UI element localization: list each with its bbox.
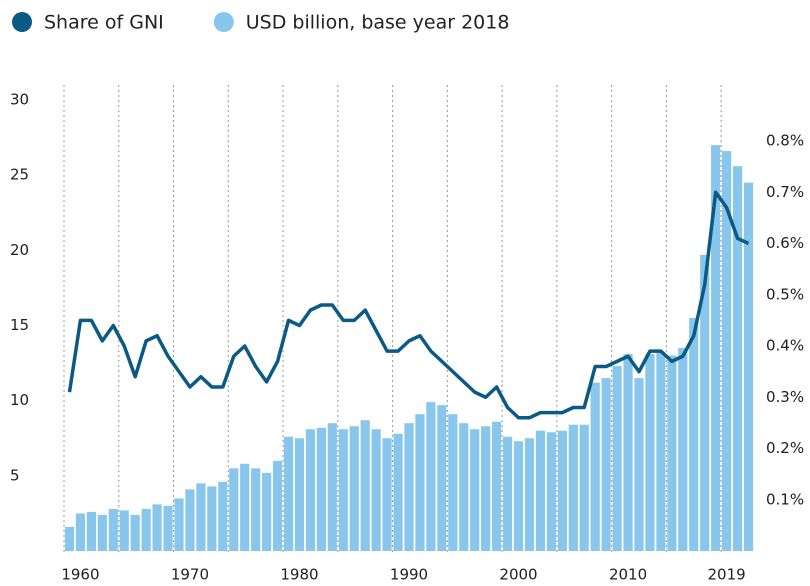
bar <box>546 432 556 551</box>
bar <box>667 355 677 551</box>
bar <box>196 483 206 551</box>
bar <box>97 514 107 551</box>
bar <box>502 436 513 551</box>
y2-tick-label: 0.1% <box>766 490 804 508</box>
x-tick-label: 2010 <box>609 566 647 584</box>
bar <box>656 352 666 551</box>
y2-tick-label: 0.5% <box>766 285 804 303</box>
bar <box>119 510 129 551</box>
bar <box>415 414 425 551</box>
bar <box>634 378 644 551</box>
bar <box>174 498 184 551</box>
y2-tick-label: 0.6% <box>766 234 804 252</box>
legend: Share of GNI USD billion, base year 2018 <box>12 12 509 34</box>
bar <box>645 354 655 551</box>
bar <box>568 424 578 551</box>
bar <box>459 423 469 551</box>
bar <box>404 423 414 551</box>
y-tick-label: 15 <box>10 316 29 334</box>
bar <box>349 426 359 551</box>
bar <box>426 402 436 551</box>
bar <box>283 436 294 551</box>
bar <box>743 182 754 551</box>
bar <box>623 354 633 551</box>
bar <box>470 429 480 551</box>
bar <box>305 429 316 551</box>
bar <box>513 441 524 551</box>
bar <box>294 438 305 551</box>
bar <box>218 481 228 551</box>
y-tick-label: 5 <box>10 466 20 484</box>
bar <box>393 433 403 551</box>
bar <box>579 424 589 551</box>
bar <box>382 438 392 551</box>
y-tick-label: 25 <box>10 166 29 184</box>
legend-marker <box>213 12 234 32</box>
bar <box>316 427 326 551</box>
bar <box>272 460 283 551</box>
legend-marker <box>12 12 32 32</box>
y-tick-label: 30 <box>10 91 29 109</box>
y2-tick-label: 0.7% <box>766 183 804 201</box>
bar <box>185 489 195 551</box>
bar <box>590 382 600 551</box>
y2-tick-label: 0.4% <box>766 337 804 355</box>
bar <box>75 513 86 551</box>
bar <box>678 348 688 551</box>
y2-tick-label: 0.3% <box>766 388 804 406</box>
line <box>67 190 750 420</box>
bar <box>448 414 458 551</box>
bar <box>481 426 491 551</box>
x-tick-label: 2019 <box>708 566 746 584</box>
y-tick-label: 20 <box>10 241 29 259</box>
y2-tick-label: 0.2% <box>766 439 804 457</box>
bar <box>722 151 732 551</box>
bar <box>700 254 710 552</box>
bar <box>152 504 162 551</box>
bar <box>262 472 272 551</box>
y-tick-label: 10 <box>10 391 29 409</box>
bar <box>64 526 75 551</box>
bar <box>601 378 611 551</box>
x-tick-label: 1990 <box>390 566 428 584</box>
bar <box>229 468 239 551</box>
bar <box>327 423 337 551</box>
bar <box>732 166 743 551</box>
bar <box>557 430 567 551</box>
legend-label: Share of GNI <box>44 12 164 34</box>
bar <box>141 508 151 551</box>
bar <box>240 463 250 551</box>
bar <box>108 508 118 551</box>
bar <box>371 429 381 551</box>
bar <box>86 511 96 551</box>
x-tick-label: 1980 <box>280 566 318 584</box>
bar <box>207 486 217 551</box>
bar <box>437 405 447 551</box>
bar <box>360 420 370 551</box>
x-tick-label: 1970 <box>171 566 209 584</box>
bar <box>338 429 348 551</box>
bar <box>163 505 173 551</box>
bar <box>711 145 721 551</box>
legend-label: USD billion, base year 2018 <box>246 12 510 34</box>
x-tick-label: 2000 <box>499 566 537 584</box>
bar <box>492 421 502 551</box>
bar <box>689 317 699 551</box>
y2-tick-label: 0.8% <box>766 132 804 150</box>
bar <box>130 514 140 551</box>
bar <box>251 468 261 551</box>
bar <box>535 430 546 551</box>
bar <box>612 366 622 551</box>
bar <box>524 438 535 551</box>
x-tick-label: 1960 <box>61 566 99 584</box>
